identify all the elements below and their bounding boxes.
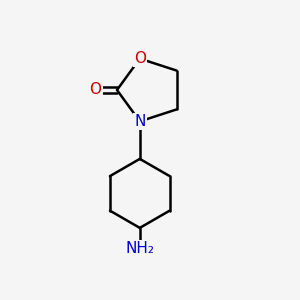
Text: NH₂: NH₂ <box>125 242 154 256</box>
Text: O: O <box>89 82 101 98</box>
Text: O: O <box>134 51 146 66</box>
Text: N: N <box>134 114 146 129</box>
